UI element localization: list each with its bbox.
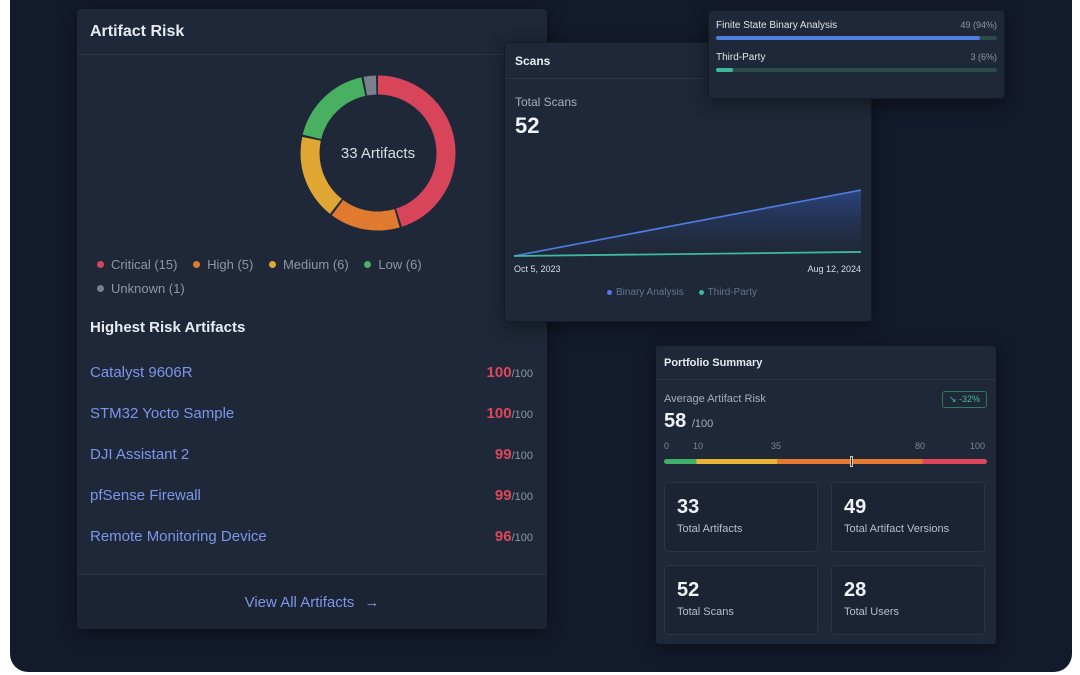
legend-dot-icon (606, 290, 612, 295)
stat-total-artifact-versions[interactable]: 49 Total Artifact Versions (831, 482, 985, 552)
legend-dot-icon (698, 290, 704, 295)
legend-unknown[interactable]: Unknown (1) (97, 277, 185, 300)
stat-label: Total Artifacts (677, 523, 743, 535)
source-row: Third-Party 3 (6%) (716, 52, 997, 72)
legend-dot-icon (193, 261, 201, 268)
highest-risk-title: Highest Risk Artifacts (90, 319, 246, 336)
risk-donut-chart: 33 Artifacts (297, 72, 459, 234)
scale-tick: 10 (693, 441, 704, 451)
artifact-row[interactable]: Remote Monitoring Device 96/100 (90, 528, 533, 548)
scans-area-chart[interactable] (505, 173, 871, 263)
dashboard-frame: Artifact Risk 33 Artifacts Critical (15)… (10, 0, 1072, 672)
artifact-score: 99/100 (494, 487, 533, 504)
avg-risk-label: Average Artifact Risk (664, 393, 766, 405)
legend-dot-icon (364, 261, 372, 268)
source-count: 3 (6%) (970, 52, 997, 62)
series-line-binary-analysis[interactable] (513, 189, 862, 257)
source-bar-fill (716, 68, 733, 72)
source-progress-bar (716, 68, 997, 72)
artifact-score: 100/100 (486, 405, 533, 422)
stat-value: 52 (677, 579, 700, 601)
risk-marker (850, 456, 854, 467)
donut-segment[interactable] (300, 75, 456, 231)
legend-binary-analysis[interactable]: Binary Analysis (606, 287, 684, 298)
stat-value: 28 (844, 579, 867, 601)
artifact-link[interactable]: Remote Monitoring Device (90, 528, 267, 545)
source-row: Finite State Binary Analysis 49 (94%) (716, 20, 997, 40)
series-line-third-party[interactable] (513, 251, 862, 257)
avg-risk-value: 58 /100 (664, 410, 714, 432)
stat-label: Total Artifact Versions (844, 523, 950, 535)
source-count: 49 (94%) (960, 20, 997, 30)
donut-segment[interactable] (300, 75, 456, 231)
artifact-score: 99/100 (494, 446, 533, 463)
source-name: Finite State Binary Analysis (716, 20, 838, 31)
donut-segment[interactable] (300, 75, 456, 231)
scale-tick: 80 (915, 441, 926, 451)
legend-low[interactable]: Low (6) (364, 253, 422, 276)
scans-legend: Binary Analysis Third-Party (505, 287, 871, 298)
artifact-score: 100/100 (486, 364, 533, 381)
portfolio-summary-card: Portfolio Summary Average Artifact Risk … (656, 346, 996, 644)
artifact-row[interactable]: pfSense Firewall 99/100 (90, 487, 533, 507)
legend-critical[interactable]: Critical (15) (97, 253, 177, 276)
artifact-row[interactable]: DJI Assistant 2 99/100 (90, 446, 533, 466)
trend-badge: ↘ -32% (941, 391, 987, 408)
artifact-risk-card: Artifact Risk 33 Artifacts Critical (15)… (77, 9, 547, 629)
artifact-link[interactable]: DJI Assistant 2 (90, 446, 190, 463)
view-all-artifacts-button[interactable]: View All Artifacts → (77, 574, 547, 629)
stat-total-scans[interactable]: 52 Total Scans (664, 565, 818, 635)
portfolio-title: Portfolio Summary (656, 346, 996, 380)
scale-tick: 100 (970, 441, 986, 451)
stat-total-users[interactable]: 28 Total Users (831, 565, 985, 635)
scan-sources-card: Finite State Binary Analysis 49 (94%) Th… (708, 10, 1005, 99)
scans-title: Scans (505, 43, 871, 79)
total-scans-value: 52 (515, 113, 540, 138)
artifact-row[interactable]: STM32 Yocto Sample 100/100 (90, 405, 533, 425)
legend-third-party[interactable]: Third-Party (698, 287, 757, 298)
risk-legend: Critical (15) High (5) Medium (6) Low (6… (97, 252, 477, 300)
risk-gradient-bar (664, 459, 987, 464)
source-progress-bar (716, 36, 997, 40)
source-bar-fill (716, 36, 981, 40)
artifact-score: 96/100 (494, 528, 533, 545)
artifact-risk-title: Artifact Risk (77, 9, 547, 55)
legend-dot-icon (97, 285, 104, 292)
legend-medium[interactable]: Medium (6) (268, 253, 349, 276)
scale-tick: 0 (664, 441, 670, 451)
view-all-label: View All Artifacts (244, 593, 355, 611)
end-date-label: Aug 12, 2024 (807, 264, 861, 274)
stat-value: 33 (677, 496, 700, 518)
stat-label: Total Scans (677, 606, 734, 618)
stat-label: Total Users (844, 606, 900, 618)
artifact-link[interactable]: pfSense Firewall (90, 487, 201, 504)
donut-center-label: 33 Artifacts (340, 144, 416, 162)
source-name: Third-Party (716, 52, 766, 63)
artifact-link[interactable]: STM32 Yocto Sample (90, 405, 235, 422)
legend-high[interactable]: High (5) (193, 253, 253, 276)
start-date-label: Oct 5, 2023 (514, 264, 561, 274)
scale-tick: 35 (771, 441, 782, 451)
legend-dot-icon (268, 261, 276, 268)
total-scans-label: Total Scans (515, 95, 578, 109)
stat-total-artifacts[interactable]: 33 Total Artifacts (664, 482, 818, 552)
legend-dot-icon (97, 261, 104, 268)
arrow-right-icon: → (364, 593, 380, 611)
artifact-link[interactable]: Catalyst 9606R (90, 364, 193, 381)
stat-value: 49 (844, 496, 867, 518)
scans-card: Scans Total Scans 52 Oct 5, 2023 Aug 12,… (504, 42, 872, 322)
artifact-row[interactable]: Catalyst 9606R 100/100 (90, 364, 533, 384)
